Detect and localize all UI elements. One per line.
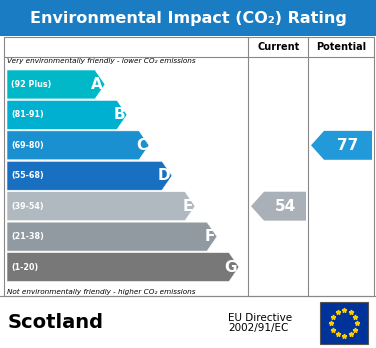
- Polygon shape: [7, 161, 172, 190]
- Text: Very environmentally friendly - lower CO₂ emissions: Very environmentally friendly - lower CO…: [7, 58, 196, 64]
- Text: Not environmentally friendly - higher CO₂ emissions: Not environmentally friendly - higher CO…: [7, 289, 196, 295]
- Text: 2002/91/EC: 2002/91/EC: [228, 323, 288, 333]
- Polygon shape: [311, 131, 372, 160]
- Polygon shape: [7, 222, 217, 251]
- Text: D: D: [158, 168, 170, 183]
- Text: (69-80): (69-80): [11, 141, 44, 150]
- Polygon shape: [7, 131, 149, 160]
- Text: A: A: [91, 77, 103, 92]
- Text: (21-38): (21-38): [11, 232, 44, 241]
- Text: 77: 77: [337, 138, 359, 153]
- Text: Scotland: Scotland: [8, 313, 104, 332]
- Bar: [320, 302, 368, 344]
- Text: Current: Current: [258, 42, 300, 52]
- Text: 54: 54: [274, 199, 296, 214]
- Bar: [4, 37, 374, 296]
- Text: EU Directive: EU Directive: [228, 313, 292, 323]
- Text: C: C: [136, 138, 147, 153]
- Polygon shape: [7, 101, 127, 129]
- Text: G: G: [224, 260, 237, 275]
- Polygon shape: [7, 70, 105, 99]
- Text: (92 Plus): (92 Plus): [11, 80, 52, 89]
- Polygon shape: [251, 192, 306, 221]
- Polygon shape: [7, 192, 195, 221]
- Text: Environmental Impact (CO₂) Rating: Environmental Impact (CO₂) Rating: [30, 10, 346, 25]
- Bar: [0, 0, 376, 36]
- Text: B: B: [114, 108, 125, 122]
- Text: (39-54): (39-54): [11, 202, 44, 211]
- Text: (81-91): (81-91): [11, 110, 44, 119]
- Text: (55-68): (55-68): [11, 171, 44, 180]
- Text: (1-20): (1-20): [11, 262, 38, 271]
- Polygon shape: [7, 253, 239, 282]
- Text: Potential: Potential: [317, 42, 367, 52]
- Text: E: E: [183, 199, 193, 214]
- Text: F: F: [205, 229, 215, 244]
